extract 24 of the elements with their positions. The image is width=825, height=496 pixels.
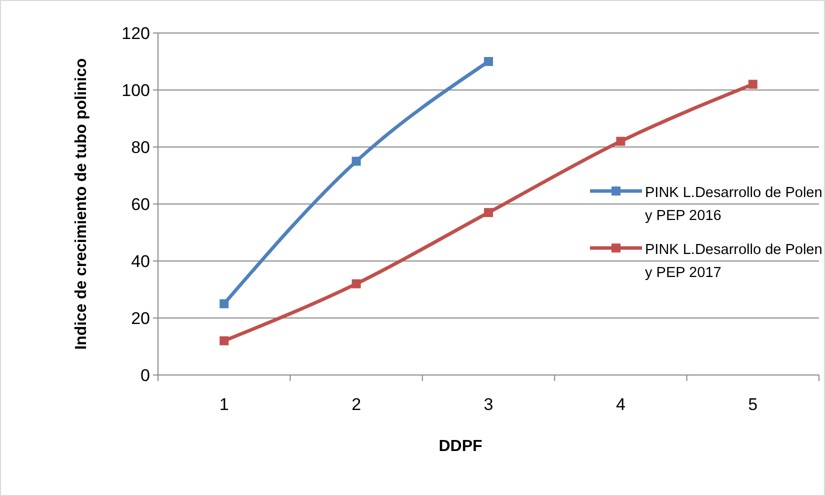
point <box>616 136 626 146</box>
legend-label: PINK L.Desarrollo de Polen y PEP 2016 <box>645 185 822 224</box>
point <box>484 208 493 218</box>
y-tick-label: 60 <box>131 194 150 214</box>
point <box>220 336 229 346</box>
point <box>352 156 361 166</box>
y-tick-label: 100 <box>122 80 150 100</box>
y-tick-label: 120 <box>122 24 150 43</box>
point <box>352 279 361 288</box>
x-tick-label: 5 <box>748 395 758 414</box>
x-tick-label: 2 <box>352 395 362 414</box>
x-tick-label: 3 <box>484 395 494 414</box>
point <box>484 57 493 66</box>
y-axis-title: Indice de crecimiento de tubo polinico <box>73 58 90 350</box>
x-tick-label: 4 <box>616 395 626 414</box>
x-axis-title: DDPF <box>438 438 482 455</box>
legend-label: PINK L.Desarrollo de Polen y PEP 2017 <box>645 242 822 281</box>
x-tick-label: 1 <box>219 395 229 414</box>
y-tick-label: 20 <box>131 308 150 328</box>
y-tick-label: 80 <box>131 138 150 157</box>
y-tick-label: 0 <box>140 366 150 385</box>
point <box>220 299 229 308</box>
point <box>748 80 758 89</box>
y-tick-label: 40 <box>131 252 150 271</box>
